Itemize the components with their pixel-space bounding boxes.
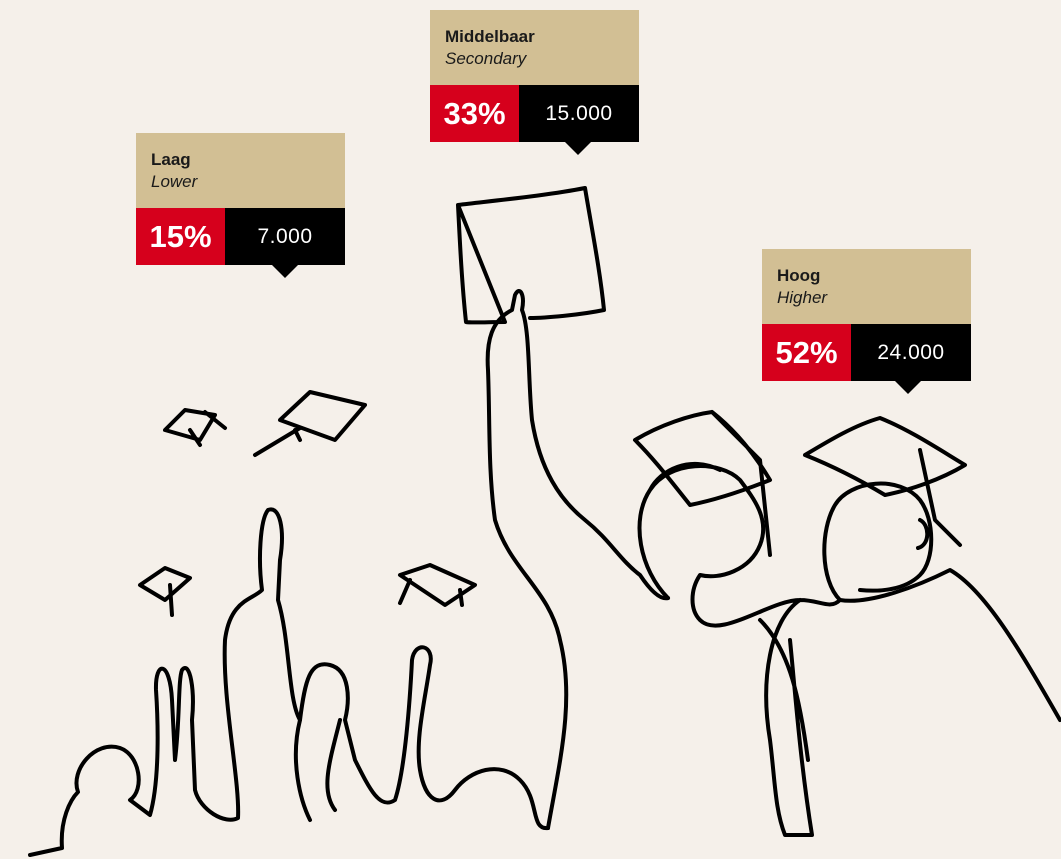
callout: Laag Lower 15% 7.000 bbox=[136, 133, 345, 265]
callout-values: 52% 24.000 bbox=[762, 324, 971, 381]
level-sublabel: Higher bbox=[777, 287, 971, 309]
pointer bbox=[894, 380, 922, 394]
callout: Middelbaar Secondary 33% 15.000 bbox=[430, 10, 639, 142]
callout-values: 33% 15.000 bbox=[430, 85, 639, 142]
level-label: Laag bbox=[151, 149, 345, 171]
flying-cap bbox=[165, 410, 225, 445]
flying-cap bbox=[255, 392, 365, 455]
pointer bbox=[564, 141, 592, 155]
percent: 33% bbox=[430, 85, 519, 142]
paper bbox=[458, 188, 604, 322]
graduate-cap bbox=[805, 418, 965, 545]
graduate-arm bbox=[488, 291, 668, 828]
level-label: Middelbaar bbox=[445, 26, 639, 48]
count: 24.000 bbox=[851, 324, 971, 381]
callout: Hoog Higher 52% 24.000 bbox=[762, 249, 971, 381]
graduate-body bbox=[700, 570, 1060, 835]
pointer bbox=[271, 264, 299, 278]
count: 15.000 bbox=[519, 85, 639, 142]
crowd-line bbox=[30, 509, 548, 855]
flying-cap bbox=[400, 565, 475, 605]
callout-values: 15% 7.000 bbox=[136, 208, 345, 265]
graduate-head bbox=[824, 484, 931, 600]
callout-header: Hoog Higher bbox=[762, 249, 971, 324]
callout-header: Laag Lower bbox=[136, 133, 345, 208]
percent: 52% bbox=[762, 324, 851, 381]
level-sublabel: Lower bbox=[151, 171, 345, 193]
level-label: Hoog bbox=[777, 265, 971, 287]
count: 7.000 bbox=[225, 208, 345, 265]
crowd-line bbox=[296, 720, 340, 820]
callout-header: Middelbaar Secondary bbox=[430, 10, 639, 85]
flying-cap bbox=[140, 568, 190, 615]
page: Laag Lower 15% 7.000 Middelbaar Secondar… bbox=[0, 0, 1061, 859]
level-sublabel: Secondary bbox=[445, 48, 639, 70]
percent: 15% bbox=[136, 208, 225, 265]
